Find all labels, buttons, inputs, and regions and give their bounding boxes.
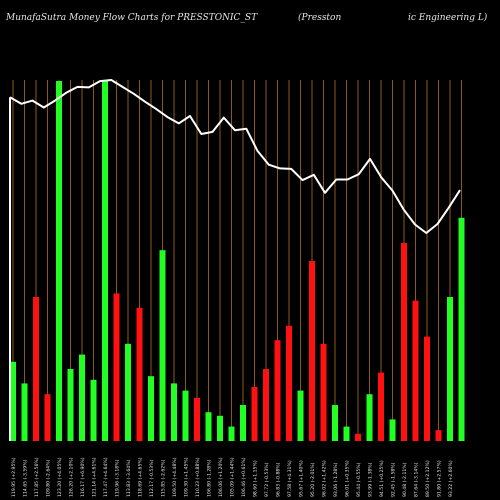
x-tick-label: 114.65 (-3.59%) (23, 459, 29, 497)
x-tick-label: 106.80 (-1.28%) (207, 459, 213, 497)
flow-bar (378, 372, 384, 441)
flow-bar (56, 81, 62, 441)
x-tick-label: 98.60 (+1.15%) (253, 460, 259, 497)
flow-bar (228, 426, 235, 441)
x-tick-label: 87.64 (-3.14%) (414, 462, 420, 497)
flow-bar (320, 343, 327, 441)
x-tick-label: 90.48 (-2.11%) (402, 462, 408, 497)
x-tick-label: 97.58 (+4.31%) (287, 460, 293, 497)
x-tick-label: 96.83 (-0.88%) (276, 462, 282, 497)
x-tick-label: 117.85 (+2.56%) (34, 457, 40, 497)
flow-bar (263, 369, 269, 441)
x-tick-label: 97.72 (-0.53%) (264, 462, 270, 497)
x-tick-label: 126.20 (+2.10%) (69, 457, 75, 497)
flow-bar (240, 405, 246, 441)
flow-bar (389, 419, 396, 441)
flow-bar (102, 81, 108, 441)
x-tick-label: 96.01 (+0.35%) (345, 460, 351, 497)
flow-bar (412, 300, 419, 441)
flow-bar (79, 354, 85, 441)
x-tick-label: 121.14 (+4.61%) (92, 457, 98, 497)
flow-bar (205, 412, 212, 441)
x-tick-label: 106.46 (+0.61%) (241, 457, 247, 497)
chart-header-left: MunafaSutra Money Flow Charts for PRESST… (6, 13, 258, 23)
x-tick-label: 119.96 (-3.18%) (115, 459, 121, 497)
x-tick-label: 95.20 (-2.01%) (310, 462, 316, 497)
flow-bar (90, 379, 97, 441)
x-tick-label: 89.50 (+2.12%) (425, 460, 431, 497)
x-tick-label: 106.06 (+1.20%) (218, 457, 224, 497)
flow-bar (366, 394, 373, 441)
flow-bar (148, 376, 154, 441)
flow-bar (251, 387, 258, 441)
x-tick-label: 118.69 (+4.65%) (138, 457, 144, 497)
x-tick-label: 93.22 (+2.60%) (448, 460, 454, 497)
chart-header-right: ic Engineering L) (408, 13, 488, 23)
flow-bar (171, 383, 177, 441)
x-tick-label: 105.09 (+1.44%) (230, 457, 236, 497)
flow-bar (343, 426, 350, 441)
price-line (9, 79, 461, 234)
x-tick-label: 94.51 (+0.25%) (379, 460, 385, 497)
x-tick-label: 92.45 (-1.58%) (391, 462, 397, 497)
x-tick-label: 96.02 (+1.42%) (322, 460, 328, 497)
flow-bar (297, 390, 304, 441)
flow-bar (33, 297, 39, 441)
flow-bar (21, 383, 28, 441)
x-tick-label: 109.50 (+4.48%) (172, 457, 178, 497)
flow-bar (401, 243, 407, 441)
flow-bar (332, 405, 338, 441)
flow-bar (458, 217, 465, 441)
x-tick-label: 112.17 (-0.53%) (149, 459, 155, 497)
chart-header-middle: (Presston (298, 13, 342, 23)
flow-bar (435, 430, 442, 441)
flow-bar (44, 394, 51, 441)
flow-bar (309, 261, 315, 441)
x-tick-label: 113.83 (-3.64%) (126, 459, 132, 497)
x-tick-label: 117.47 (+4.64%) (103, 457, 109, 497)
x-tick-label: 109.30 (+1.45%) (184, 457, 190, 497)
flow-bar (286, 325, 292, 441)
x-tick-label: 91.80 (+2.57%) (437, 460, 443, 497)
flow-bar (67, 369, 74, 441)
x-tick-label: 93.06 (-1.28%) (333, 462, 339, 497)
flow-bar (194, 397, 200, 441)
x-tick-label: 93.99 (-1.38%) (368, 462, 374, 497)
flow-bar (125, 343, 131, 441)
x-tick-label: 110.23 (+0.88%) (195, 457, 201, 497)
flow-bar (424, 336, 430, 441)
x-tick-label: 123.20 (+4.05%) (57, 457, 63, 497)
flow-bar (447, 297, 453, 441)
x-tick-label: 119.95 (+2.95%) (11, 457, 17, 497)
x-tick-label: 95.67 (+1.40%) (299, 460, 305, 497)
flow-bar (10, 361, 16, 441)
x-tick-label: 95.44 (-0.55%) (356, 462, 362, 497)
x-tick-label: 115.85 (-2.62%) (161, 459, 167, 497)
flow-bar (355, 433, 361, 441)
x-tick-label: 109.80 (-2.64%) (46, 459, 52, 497)
flow-bar (136, 307, 143, 441)
x-tick-label: 116.17 (+6.90%) (80, 457, 86, 497)
flow-bar (159, 250, 166, 441)
flow-bar (113, 293, 120, 441)
flow-bar (217, 415, 223, 441)
flow-bar (182, 390, 189, 441)
flow-bar (274, 340, 281, 441)
